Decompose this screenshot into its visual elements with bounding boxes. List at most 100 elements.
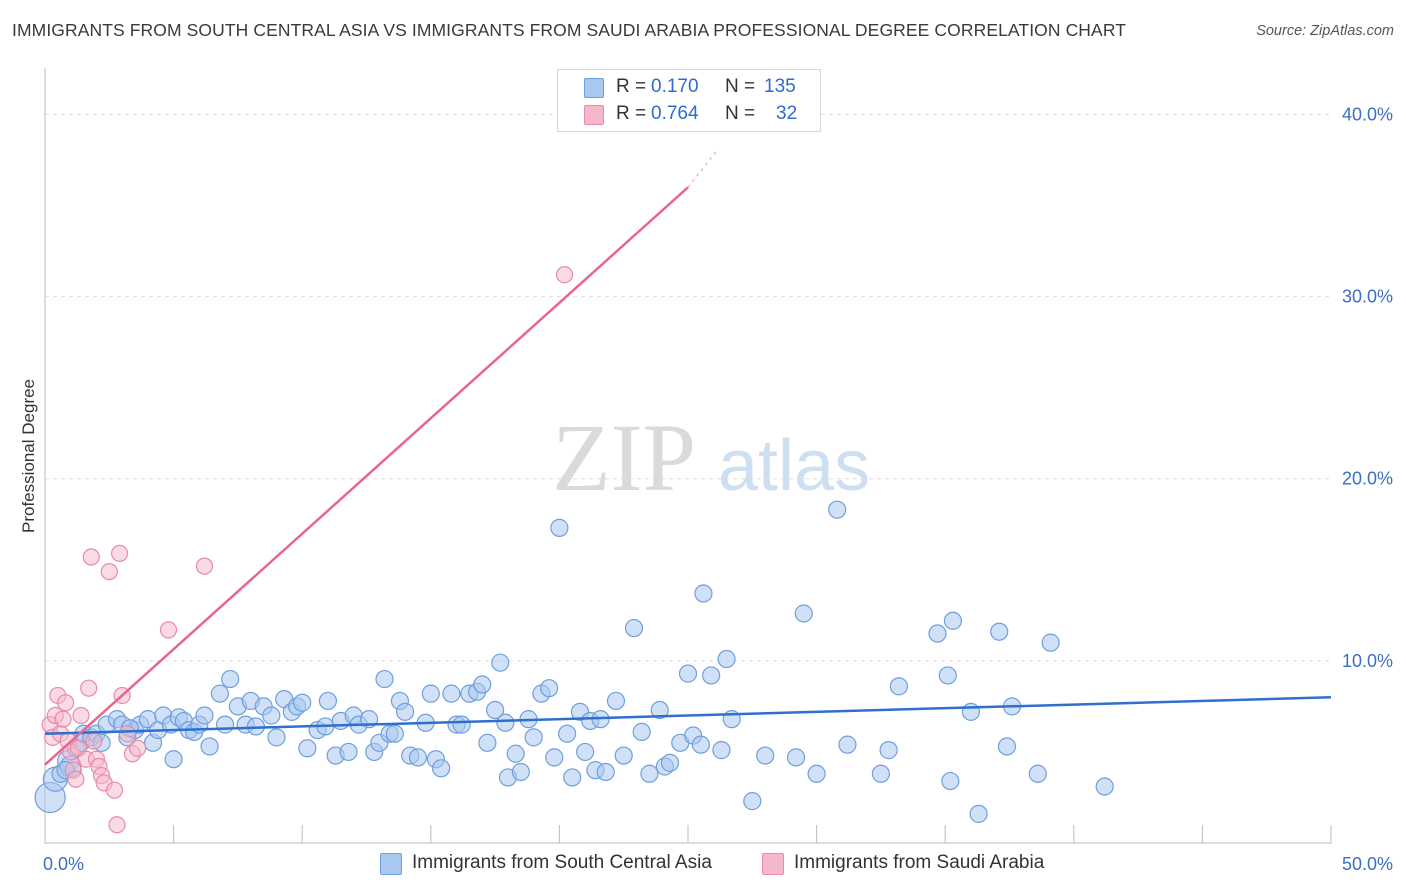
data-point xyxy=(550,518,569,537)
data-point xyxy=(511,762,530,782)
data-point xyxy=(491,653,510,672)
data-point xyxy=(82,548,100,566)
data-point xyxy=(375,669,394,689)
data-point xyxy=(486,700,505,720)
data-point xyxy=(786,748,806,767)
data-point xyxy=(267,728,286,747)
data-point xyxy=(524,728,543,747)
trend-line-pink-extension xyxy=(687,148,719,188)
data-point xyxy=(969,804,988,823)
x-tick-label: 50.0% xyxy=(1342,854,1393,874)
data-point xyxy=(545,748,564,767)
trend-line-pink xyxy=(44,186,689,766)
watermark-zip: ZIP xyxy=(552,404,696,511)
data-point xyxy=(128,739,147,757)
data-point xyxy=(210,684,229,703)
data-point xyxy=(421,684,440,703)
data-point xyxy=(105,781,124,799)
data-point xyxy=(442,684,461,703)
data-point xyxy=(807,764,826,783)
data-point xyxy=(408,748,428,767)
series-south-central-asia xyxy=(34,500,1114,823)
trend-line-blue xyxy=(44,696,1332,735)
data-point xyxy=(395,702,415,721)
trend-lines xyxy=(44,148,1332,766)
gridlines xyxy=(45,113,1331,662)
data-point xyxy=(650,700,669,720)
data-point xyxy=(624,618,644,638)
data-point xyxy=(221,669,240,689)
data-point xyxy=(756,746,775,765)
legend-r-label: R = xyxy=(616,103,647,124)
data-point xyxy=(702,666,721,685)
axes xyxy=(44,68,1332,844)
data-point xyxy=(1028,764,1047,783)
data-point xyxy=(614,746,633,765)
data-point xyxy=(943,611,963,630)
data-point xyxy=(938,666,957,685)
y-tick-label: 20.0% xyxy=(1342,469,1393,489)
y-tick-label: 40.0% xyxy=(1342,104,1393,124)
data-point xyxy=(743,792,762,811)
data-point xyxy=(558,724,577,743)
data-point xyxy=(555,266,574,284)
data-point xyxy=(576,742,595,762)
legend-n-label: N = xyxy=(725,76,756,97)
data-point xyxy=(293,693,312,712)
data-point xyxy=(54,710,72,728)
data-point xyxy=(215,715,235,734)
data-point xyxy=(1041,633,1060,652)
legend-r-value: 0.170 xyxy=(651,76,699,97)
data-point xyxy=(712,741,731,760)
data-point xyxy=(794,604,813,623)
y-tick-label: 10.0% xyxy=(1342,651,1393,671)
source-label: Source: ZipAtlas.com xyxy=(1256,23,1394,39)
chart-title: IMMIGRANTS FROM SOUTH CENTRAL ASIA VS IM… xyxy=(12,20,1127,40)
legend-n-value: 135 xyxy=(764,76,796,97)
data-point xyxy=(563,768,582,787)
watermark: ZIP atlas xyxy=(552,404,870,511)
data-point xyxy=(195,557,214,575)
data-point xyxy=(339,742,358,762)
data-point xyxy=(997,737,1017,756)
data-point xyxy=(473,675,492,694)
y-tick-labels: 10.0% 20.0% 30.0% 40.0% xyxy=(1342,104,1393,670)
data-point xyxy=(640,764,659,783)
data-point xyxy=(67,770,85,788)
data-point xyxy=(717,649,736,669)
data-point xyxy=(889,677,909,696)
legend-r-label: R = xyxy=(616,76,647,97)
data-point xyxy=(879,741,898,760)
data-point xyxy=(298,739,317,758)
legend-swatch-blue xyxy=(584,78,604,98)
data-point xyxy=(506,744,525,763)
data-point xyxy=(871,764,891,783)
data-point xyxy=(431,759,451,778)
x-tick-label: 0.0% xyxy=(43,854,84,874)
data-point xyxy=(85,732,103,750)
legend-label: Immigrants from South Central Asia xyxy=(412,852,712,873)
data-point xyxy=(678,664,698,683)
data-point xyxy=(262,706,281,725)
y-tick-label: 30.0% xyxy=(1342,287,1393,307)
data-point xyxy=(318,691,338,711)
legend-n-label: N = xyxy=(725,103,756,124)
data-point xyxy=(452,715,471,734)
data-point xyxy=(691,735,710,754)
data-point xyxy=(496,713,515,732)
y-axis-title: Professional Degree xyxy=(19,379,38,533)
data-point xyxy=(200,737,219,756)
data-point xyxy=(110,544,129,562)
data-point xyxy=(632,722,651,741)
data-point xyxy=(540,679,559,698)
data-point xyxy=(928,624,947,643)
legend-label: Immigrants from Saudi Arabia xyxy=(794,852,1045,873)
legend-swatch-pink xyxy=(762,853,784,875)
data-point xyxy=(385,724,404,743)
data-point xyxy=(478,733,497,752)
data-point xyxy=(159,621,178,639)
legend-swatch-pink xyxy=(584,105,604,125)
data-point xyxy=(164,750,183,769)
data-point xyxy=(1095,777,1114,796)
data-point xyxy=(990,622,1009,641)
